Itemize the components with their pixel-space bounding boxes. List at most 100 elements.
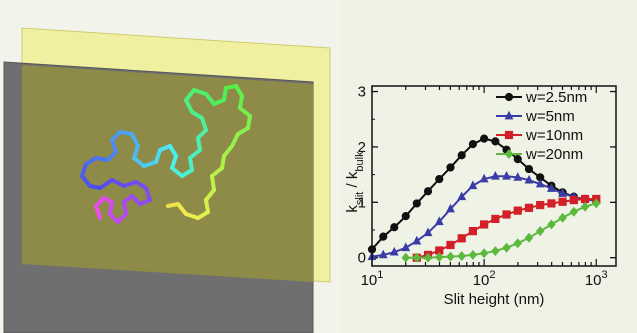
data-point — [446, 203, 455, 213]
legend-label: w=10nm — [525, 127, 583, 144]
data-point — [504, 92, 514, 102]
data-point — [423, 227, 433, 237]
data-point — [390, 223, 399, 232]
polymer-segment — [108, 200, 114, 216]
legend-item: w=20nm — [496, 146, 583, 163]
series-3 — [412, 194, 601, 262]
data-point — [558, 212, 567, 223]
legend: w=2.5nm w=5nm w=10nm w=20nm — [496, 89, 587, 163]
series-2 — [367, 170, 601, 260]
legend-item: w=2.5nm — [496, 89, 587, 106]
polymer-segment — [132, 156, 146, 168]
data-point — [423, 252, 433, 263]
series-4 — [401, 198, 601, 263]
data-point — [412, 252, 422, 263]
slit-polymer-illustration — [3, 27, 331, 333]
polymer-segment — [204, 198, 210, 214]
polymer-segment — [170, 166, 184, 178]
series-line — [405, 202, 597, 259]
data-point — [502, 210, 511, 219]
data-point — [524, 174, 534, 184]
data-point — [504, 130, 514, 140]
data-point — [468, 180, 478, 190]
data-point — [558, 188, 568, 197]
polymer-segment — [98, 178, 114, 190]
polymer-segment — [154, 148, 162, 164]
data-point — [412, 199, 421, 208]
data-point — [513, 155, 522, 164]
data-point — [513, 238, 523, 249]
data-point — [389, 246, 399, 256]
data-point — [435, 252, 444, 263]
polymer-segment — [230, 132, 240, 148]
series-layer — [367, 134, 601, 263]
polymer-segment — [144, 186, 152, 202]
y-tick-label: 2 — [358, 139, 366, 156]
data-point — [524, 203, 534, 212]
data-point — [569, 206, 579, 217]
y-axis-label: kslit / kbulk — [344, 151, 366, 213]
data-point — [468, 249, 478, 260]
plane-overlap-region — [22, 65, 313, 282]
data-point — [546, 183, 556, 192]
y-tick-labels: 0 1 2 3 — [358, 84, 366, 267]
polymer-segment — [196, 136, 202, 152]
data-point — [480, 220, 489, 229]
data-point — [535, 226, 545, 237]
data-point — [536, 200, 545, 210]
polymer-segment — [166, 202, 180, 208]
legend-item: w=5nm — [496, 108, 575, 125]
data-point — [591, 198, 601, 209]
x-tick-label: 101 — [361, 269, 384, 289]
polymer-segment — [188, 156, 194, 172]
polymer-segment — [110, 178, 126, 188]
data-point — [401, 252, 411, 263]
data-point — [504, 110, 514, 120]
data-point — [513, 172, 523, 181]
legend-label: w=20nm — [525, 146, 583, 163]
polymer-segment — [188, 148, 202, 160]
data-point — [401, 242, 411, 252]
polymer-segment — [110, 138, 118, 154]
x-tick-label: 102 — [473, 269, 496, 289]
data-point — [569, 195, 578, 205]
polymer-chain — [80, 84, 252, 224]
data-point — [435, 174, 444, 184]
legend-item: w=10nm — [496, 127, 583, 144]
polymer-segment — [200, 116, 208, 132]
data-point — [446, 163, 455, 172]
y-tick-label: 0 — [358, 250, 366, 267]
data-point — [513, 206, 522, 215]
polymer-segment — [184, 88, 196, 102]
y-tick-label: 3 — [358, 84, 366, 101]
data-point — [502, 242, 511, 253]
polymer-segment — [118, 130, 134, 136]
polymer-segment — [184, 212, 200, 220]
polymer-segment — [204, 188, 216, 202]
data-point — [468, 140, 477, 149]
plot-frame — [371, 85, 617, 267]
polymer-segment — [192, 88, 208, 96]
polymer-segment — [132, 144, 140, 160]
polymer-segment — [210, 174, 216, 192]
data-point — [480, 134, 489, 143]
polymer-segment — [170, 154, 178, 170]
data-point — [524, 232, 534, 243]
data-point — [446, 251, 455, 262]
polymer-segment — [80, 174, 92, 188]
data-point — [378, 249, 388, 259]
data-point — [547, 199, 556, 208]
data-point — [379, 232, 388, 241]
data-point — [535, 178, 545, 188]
polymer-segment — [238, 94, 244, 110]
polymer-segment — [210, 166, 224, 178]
polymer-segment — [184, 98, 194, 114]
polymer-segment — [176, 202, 188, 216]
data-point — [580, 194, 590, 204]
polymer-segment — [222, 86, 228, 102]
x-axis-label: Slit height (nm) — [444, 291, 545, 308]
data-point — [479, 248, 489, 259]
polymer-segment — [80, 162, 88, 178]
legend-label: w=2.5nm — [525, 89, 587, 106]
y-axis-label-text: kslit / kbulk — [344, 151, 366, 213]
